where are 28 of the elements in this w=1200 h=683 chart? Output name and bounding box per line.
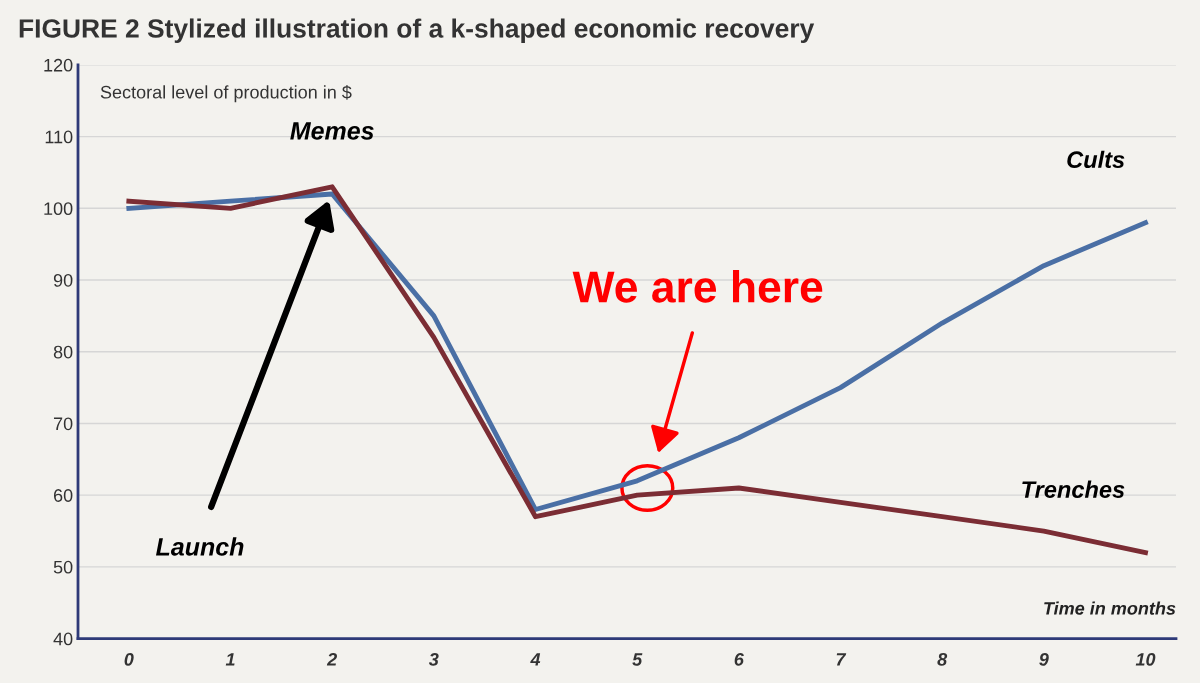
x-tick-label: 1: [225, 653, 235, 666]
x-tick-label: 9: [1039, 652, 1049, 666]
y-tick-label: 70: [53, 417, 73, 431]
x-tick-label: 0: [124, 652, 134, 666]
x-tick-label: 2: [326, 652, 337, 666]
x-tick-label: 7: [836, 653, 847, 666]
y-tick-label: 50: [53, 560, 73, 574]
y-tick-label: 40: [53, 632, 73, 646]
x-tick-label: 5: [632, 653, 643, 666]
y-tick-label: 100: [44, 202, 73, 216]
x-tick-label: 3: [428, 652, 439, 666]
chart-title: FIGURE 2 Stylized illustration of a k-shaped economic recovery: [19, 18, 815, 44]
annotation: Memes: [290, 122, 374, 140]
series-label: Trenches: [1022, 480, 1125, 498]
y-tick-label: 110: [45, 130, 73, 144]
x-tick-label: 10: [1135, 652, 1156, 666]
x-tick-label: 6: [734, 652, 744, 666]
y-axis-title: Sectoral level of production in $: [100, 85, 352, 103]
y-tick-label: 80: [53, 345, 73, 359]
y-tick-label: 120: [44, 58, 73, 72]
y-tick-label: 90: [53, 273, 73, 287]
x-tick-label: 4: [530, 653, 541, 666]
x-tick-label: 8: [937, 652, 948, 666]
text: Cults: [1067, 150, 1125, 169]
annotation: We are here: [572, 270, 823, 303]
annotation: Launch: [156, 537, 244, 556]
y-tick-label: 60: [53, 489, 73, 502]
x-axis-title: Time in months: [1044, 601, 1176, 615]
